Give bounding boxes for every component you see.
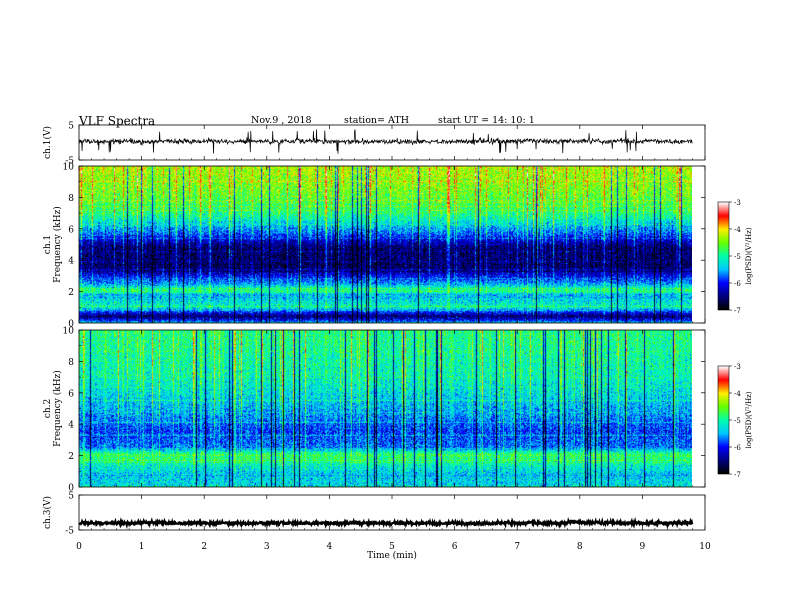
ch2-spectrogram-image xyxy=(79,330,692,487)
colorbar-tick-label: -6 xyxy=(734,280,741,288)
colorbar-tick-label: -3 xyxy=(734,363,741,371)
x-tick-label: 0 xyxy=(76,542,82,552)
ch1-trace xyxy=(78,129,693,154)
ch2-y-tick-label: 4 xyxy=(68,421,74,431)
ch3-ylabel: ch.3(V) xyxy=(42,496,53,529)
ch2-y-tick-label: 2 xyxy=(68,452,74,462)
ch1-y-tick-label: 0 xyxy=(68,320,74,330)
ch2-y-tick-label: 10 xyxy=(63,327,75,337)
start-ut-label: start UT = 14: 10: 1 xyxy=(438,115,535,126)
colorbar-tick-label: -7 xyxy=(734,307,741,315)
ch1-spectrogram-image xyxy=(79,166,692,323)
colorbar-tick-label: -4 xyxy=(734,390,741,398)
ch3-y-tick-label: -5 xyxy=(65,527,74,537)
x-tick-label: 5 xyxy=(389,542,395,552)
ch1-y-tick-label: 8 xyxy=(68,194,74,204)
x-tick-label: 7 xyxy=(514,542,520,552)
ch2-y-tick-label: 6 xyxy=(68,389,74,399)
colorbar-tick-label: -3 xyxy=(734,199,741,207)
ch2-y-tick-label: 0 xyxy=(68,484,74,494)
x-tick-label: 8 xyxy=(577,542,583,552)
x-tick-label: 1 xyxy=(139,542,145,552)
x-tick-label: 6 xyxy=(452,542,458,552)
x-axis-label: Time (min) xyxy=(367,550,417,561)
ch2-frequency-label: Frequency (kHz) xyxy=(52,370,63,447)
colorbar-tick-label: -5 xyxy=(734,253,741,261)
ch3-trace xyxy=(78,516,694,530)
ch1-ylabel: ch.1 xyxy=(43,235,53,254)
station-label: station= ATH xyxy=(344,115,409,126)
x-tick-label: 10 xyxy=(699,542,711,552)
x-tick-label: 2 xyxy=(201,542,207,552)
ch2-y-tick-label: 8 xyxy=(68,358,74,368)
ch1-y-tick-label: 5 xyxy=(68,122,74,132)
ch1-y-tick-label: 2 xyxy=(68,288,74,298)
ch1-y-tick-label: -5 xyxy=(65,157,74,167)
x-tick-label: 3 xyxy=(264,542,270,552)
ch1-y-tick-label: 6 xyxy=(68,225,74,235)
figure-title: VLF Spectra xyxy=(79,114,156,128)
ch2-ylabel: ch.2 xyxy=(43,399,53,418)
ch1-ylabel: ch.1(V) xyxy=(42,126,53,159)
x-tick-label: 4 xyxy=(327,542,333,552)
ch1-y-tick-label: 4 xyxy=(68,257,74,267)
colorbar-tick-label: -4 xyxy=(734,226,741,234)
ch2-colorbar xyxy=(718,366,729,474)
ch1-frequency-label: Frequency (kHz) xyxy=(52,206,63,283)
colorbar-tick-label: -6 xyxy=(734,444,741,452)
colorbar-tick-label: -5 xyxy=(734,417,741,425)
colorbar-label: log(PSD)(V²/Hz) xyxy=(745,391,753,448)
ch1-y-tick-label: 10 xyxy=(63,163,75,173)
x-tick-label: 9 xyxy=(640,542,646,552)
ch1-colorbar xyxy=(718,202,729,310)
colorbar-label: log(PSD)(V²/Hz) xyxy=(745,227,753,284)
colorbar-tick-label: -7 xyxy=(734,471,741,479)
ch3-y-tick-label: 5 xyxy=(68,492,74,502)
date-label: Nov.9 , 2018 xyxy=(251,115,312,126)
